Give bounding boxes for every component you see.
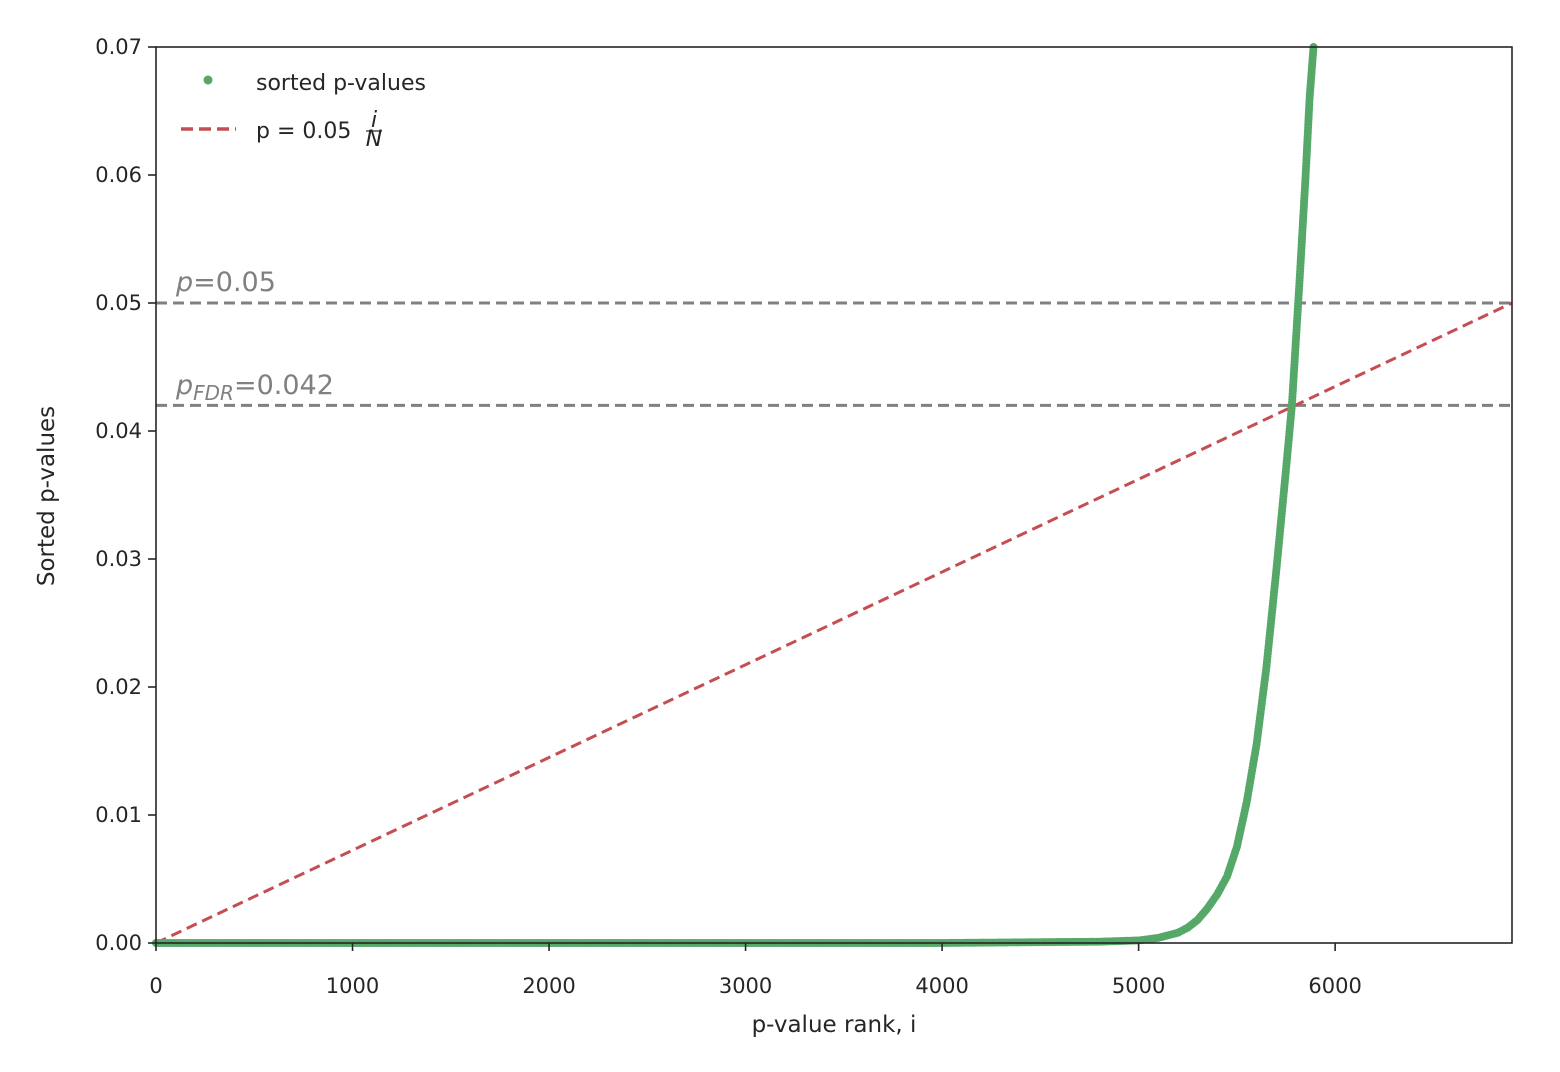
legend-line-label: p = 0.05 [256,119,351,144]
annotation-pfdr: pFDR=0.042 [175,370,334,405]
x-tick-label: 3000 [719,974,772,998]
x-axis-ticks: 0 1000 2000 3000 4000 5000 6000 [149,943,1362,998]
x-tick-label: 5000 [1112,974,1165,998]
y-tick-label: 0.01 [95,803,142,827]
x-tick-label: 2000 [522,974,575,998]
y-axis-ticks: 0.00 0.01 0.02 0.03 0.04 0.05 0.06 0.07 [95,35,156,955]
y-tick-label: 0.02 [95,675,142,699]
y-tick-label: 0.04 [95,419,142,443]
y-tick-label: 0.00 [95,931,142,955]
legend: sorted p-values p = 0.05 i N [181,71,426,152]
annotation-p05-symbol: p [175,267,193,298]
y-tick-label: 0.07 [95,35,142,59]
x-tick-label: 1000 [326,974,379,998]
y-axis-label: Sorted p-values [34,406,60,586]
annotation-p05: p=0.05 [175,267,276,298]
threshold-lines [156,301,1512,407]
legend-line-frac-den: N [366,127,382,152]
x-tick-label: 6000 [1308,974,1361,998]
annotation-pfdr-symbol: p [175,370,193,401]
legend-line-label-main: p = 0.05 [256,119,351,144]
y-tick-label: 0.05 [95,291,142,315]
bh-line [155,301,1513,945]
legend-line-frac-num: i [371,108,377,133]
x-tick-label: 0 [149,974,162,998]
legend-scatter-marker [203,75,213,85]
x-axis-label: p-value rank, i [752,1012,917,1038]
annotation-p05-text: =0.05 [193,267,276,298]
x-tick-label: 4000 [915,974,968,998]
y-tick-label: 0.03 [95,547,142,571]
annotation-pfdr-subscript: FDR [193,381,234,405]
legend-scatter-label: sorted p-values [256,71,426,96]
annotation-pfdr-text: =0.042 [234,370,334,401]
y-tick-label: 0.06 [95,163,142,187]
axes-frame [155,46,1513,944]
bh-line-group [155,301,1513,945]
axes-border [155,46,1513,944]
